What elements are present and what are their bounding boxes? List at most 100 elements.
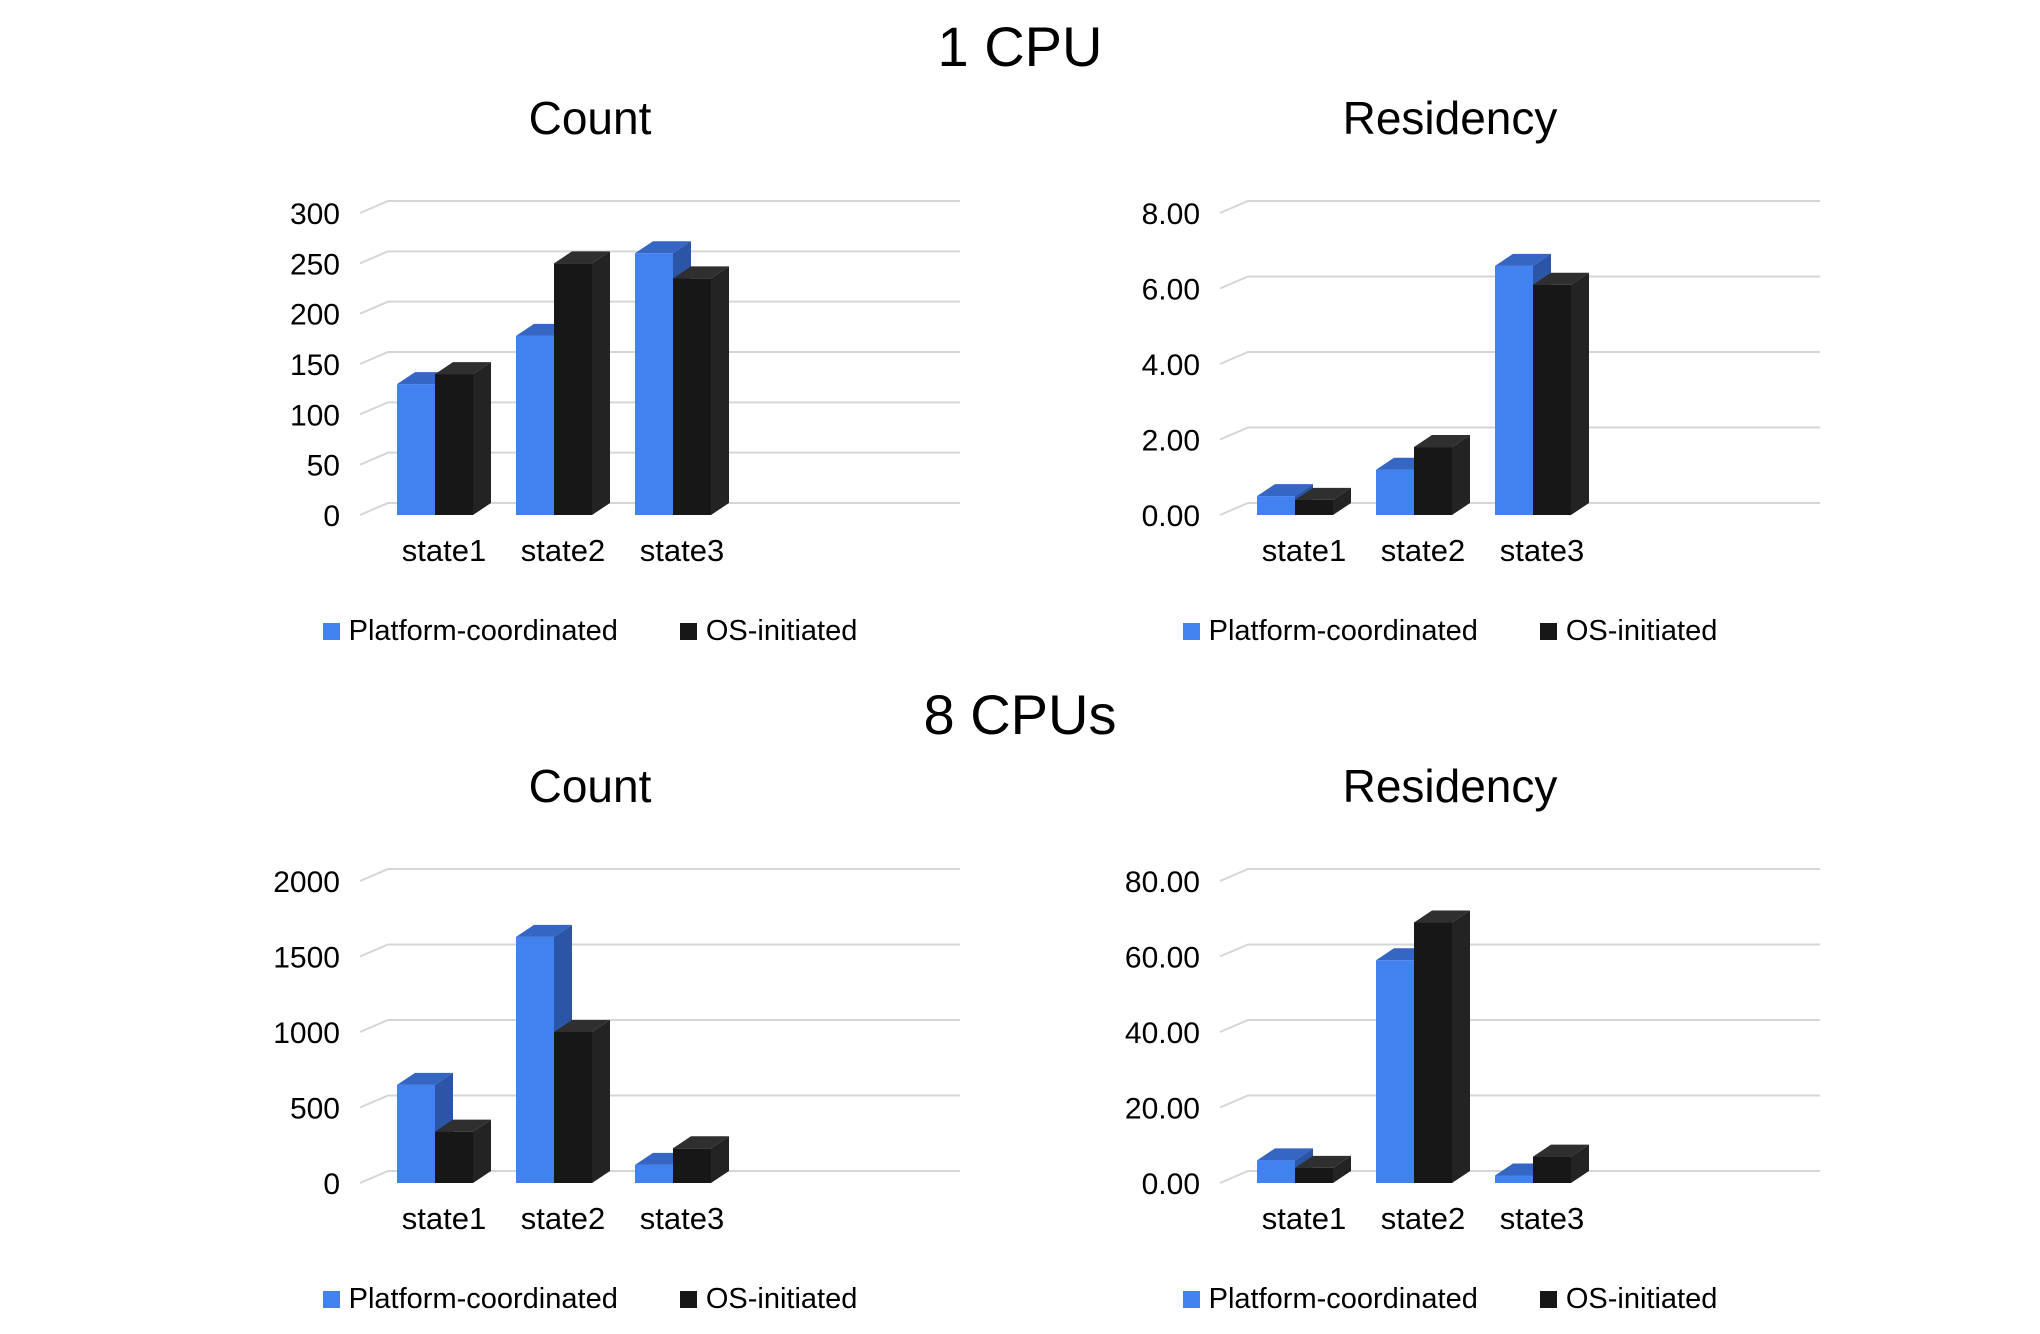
- x-category-label: state1: [402, 533, 486, 568]
- bar-chart-1cpu-residency: 0.00 2.00 4.00 6.00 8.00 state1 state2 state3: [1142, 198, 1820, 568]
- bar-platform-coordinated-front: [1376, 469, 1414, 515]
- bar-os-initiated: [1295, 487, 1351, 515]
- chart-legend: Platform-coordinated OS-initiated: [1182, 1283, 1717, 1316]
- y-tick-label: 2000: [273, 866, 340, 899]
- gridline: [359, 351, 960, 365]
- bar-os-initiated: [1414, 435, 1470, 515]
- bar-os-initiated: [673, 1136, 729, 1183]
- y-tick-label: 1000: [273, 1017, 340, 1050]
- bar-os-initiated-side: [711, 266, 729, 515]
- bar-os-initiated-top: [554, 1020, 610, 1032]
- legend-item-platform: Platform-coordinated: [1182, 615, 1478, 648]
- bar-os-initiated-top: [1533, 272, 1589, 285]
- bar-os-initiated: [554, 251, 610, 515]
- bar-os-initiated: [1295, 1155, 1351, 1183]
- section-1cpu: 1 CPU Count 0 50 100 150 200 250 300 state1 stat…: [0, 14, 2040, 648]
- x-category-label: state2: [521, 533, 605, 568]
- chart-title-residency: Residency: [1342, 92, 1558, 144]
- gridline: [1219, 1094, 1820, 1109]
- legend-swatch-platform-icon: [1182, 1291, 1200, 1308]
- legend-item-os: OS-initiated: [1539, 1283, 1717, 1316]
- x-category-label: state2: [1381, 1201, 1465, 1236]
- legend-item-platform: Platform-coordinated: [322, 615, 618, 648]
- bar-os-initiated-top: [1295, 1155, 1351, 1168]
- bar-os-initiated-side: [592, 1020, 610, 1183]
- legend-swatch-platform-icon: [1182, 623, 1200, 640]
- legend-item-os: OS-initiated: [679, 615, 857, 648]
- bar-platform-coordinated-top: [516, 924, 572, 937]
- bar-os-initiated: [673, 266, 729, 515]
- bar-chart-1cpu-count: 0 50 100 150 200 250 300 state1 state2 state3: [290, 198, 960, 568]
- bar-os-initiated: [435, 362, 491, 515]
- legend-item-os: OS-initiated: [679, 1283, 857, 1316]
- gridline: [359, 200, 960, 214]
- x-category-label: state1: [402, 1201, 486, 1236]
- bar-platform-coordinated-front: [516, 335, 554, 515]
- y-tick-label: 0.00: [1142, 1168, 1200, 1201]
- gridline: [359, 401, 960, 416]
- y-tick-label: 150: [290, 349, 340, 382]
- bar-os-initiated-side: [1452, 910, 1470, 1183]
- bar-os-initiated-front: [1533, 1156, 1571, 1183]
- legend-swatch-platform-icon: [322, 623, 340, 640]
- legend-swatch-os-icon: [679, 1291, 697, 1308]
- legend-label-platform: Platform-coordinated: [1208, 1283, 1478, 1315]
- legend-item-platform: Platform-coordinated: [1182, 1283, 1478, 1316]
- bar-os-initiated-top: [1414, 910, 1470, 923]
- section-title-8cpus: 8 CPUs: [923, 683, 1117, 746]
- chart-legend: Platform-coordinated OS-initiated: [322, 1283, 857, 1316]
- bar-os-initiated-front: [1295, 499, 1333, 515]
- gridline: [359, 502, 960, 516]
- y-tick-label: 250: [290, 248, 340, 281]
- gridline: [1219, 502, 1820, 516]
- y-tick-label: 8.00: [1142, 198, 1200, 231]
- page: 1 CPU Count 0 50 100 150 200 250 300 state1 stat…: [0, 14, 2040, 1334]
- y-tick-label: 0: [323, 1168, 340, 1201]
- legend-label-platform: Platform-coordinated: [348, 615, 618, 647]
- bar-os-initiated-front: [1533, 284, 1571, 515]
- chart-cell-1cpu-residency: Residency 0.00 2.00 4.00 6.00 8.00 state1 stat…: [1060, 83, 1840, 648]
- x-category-label: state3: [1500, 533, 1584, 568]
- chart-legend: Platform-coordinated OS-initiated: [322, 615, 857, 648]
- bar-platform-coordinated-front: [1495, 265, 1533, 515]
- bar-os-initiated-front: [1414, 447, 1452, 515]
- charts-row-bottom: Count 0 500 1000 1500 2000 state1 state2 state3…: [0, 751, 2040, 1316]
- bar-platform-coordinated-front: [1376, 960, 1414, 1183]
- bar-platform-coordinated-top: [397, 1072, 453, 1085]
- bar-os-initiated-front: [673, 278, 711, 515]
- bar-os-initiated: [1533, 272, 1589, 515]
- bar-os-initiated-front: [1414, 922, 1452, 1183]
- bar-os-initiated-top: [673, 266, 729, 279]
- bar-os-initiated-front: [554, 263, 592, 515]
- bar-os-initiated-top: [1295, 487, 1351, 500]
- y-tick-label: 200: [290, 299, 340, 332]
- y-tick-label: 0: [323, 500, 340, 533]
- section-title-1cpu: 1 CPU: [937, 15, 1103, 78]
- gridline: [359, 1094, 960, 1109]
- gridline: [359, 1170, 960, 1184]
- gridline: [1219, 868, 1820, 882]
- bar-os-initiated-front: [435, 374, 473, 515]
- bar-os-initiated-side: [473, 1119, 491, 1183]
- x-category-label: state3: [640, 1201, 724, 1236]
- gridline: [359, 250, 960, 265]
- y-tick-label: 100: [290, 399, 340, 432]
- legend-label-os: OS-initiated: [1565, 615, 1718, 647]
- bar-chart-8cpus-residency: 0.00 20.00 40.00 60.00 80.00 state1 state2 stat…: [1125, 866, 1820, 1236]
- legend-label-platform: Platform-coordinated: [1208, 615, 1478, 647]
- gridline: [1219, 1170, 1820, 1184]
- bar-os-initiated-top: [673, 1136, 729, 1149]
- bar-os-initiated: [554, 1020, 610, 1183]
- gridline: [359, 1019, 960, 1033]
- y-tick-label: 4.00: [1142, 349, 1200, 382]
- y-tick-label: 2.00: [1142, 425, 1200, 458]
- gridline: [1219, 426, 1820, 441]
- bar-os-initiated-top: [435, 362, 491, 375]
- bar-os-initiated-side: [1452, 435, 1470, 515]
- legend-item-platform: Platform-coordinated: [322, 1283, 618, 1316]
- bar-platform-coordinated-front: [516, 936, 554, 1183]
- gridline: [359, 451, 960, 466]
- bar-platform-coordinated-top: [1257, 484, 1313, 497]
- bar-platform-coordinated-top: [635, 241, 691, 254]
- x-category-label: state2: [521, 1201, 605, 1236]
